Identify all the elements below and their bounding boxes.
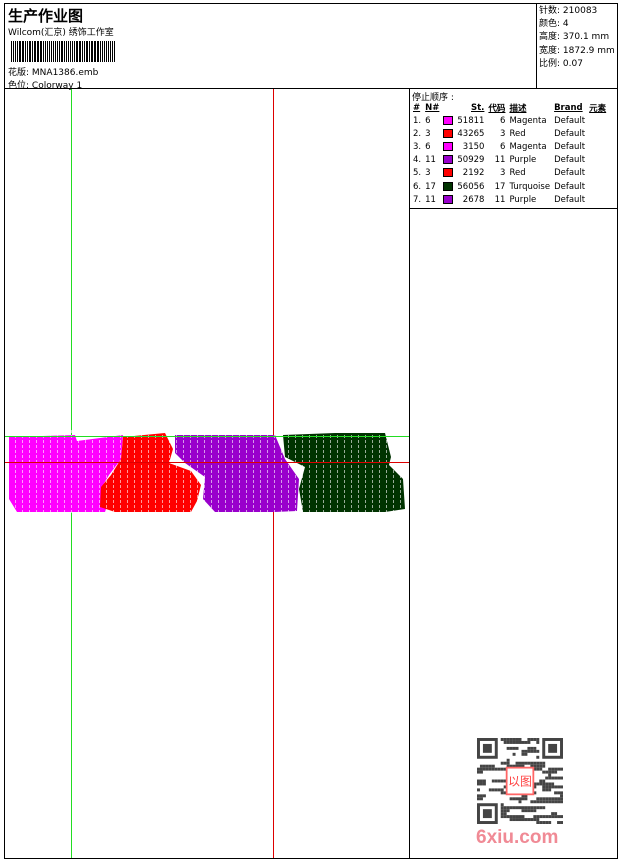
design-file: 花版: MNA1386.emb bbox=[8, 65, 98, 78]
col-description: 描述 bbox=[509, 103, 527, 114]
row-needle: 17 bbox=[425, 181, 436, 192]
company-name: Wilcom(汇京) 绣饰工作室 bbox=[8, 28, 114, 38]
page-title: 生产作业图 bbox=[8, 7, 84, 25]
row-code: 6 bbox=[500, 141, 506, 152]
row-index: 7. bbox=[413, 194, 422, 205]
barcode bbox=[11, 41, 123, 62]
color-swatch bbox=[441, 167, 455, 180]
stop-row: 1. 6 51811 6 Magenta Default bbox=[411, 114, 608, 127]
row-code: 3 bbox=[500, 128, 506, 139]
row-code: 6 bbox=[500, 115, 506, 126]
row-needle: 11 bbox=[425, 194, 436, 205]
stop-row: 3. 6 3150 6 Magenta Default bbox=[411, 140, 608, 153]
row-stitches: 56056 bbox=[457, 181, 485, 192]
info-height: 高度: 370.1 mm bbox=[539, 32, 610, 43]
row-index: 4. bbox=[413, 155, 422, 166]
watermark-logo: 6xiu.com bbox=[476, 827, 559, 848]
row-index: 1. bbox=[413, 115, 422, 126]
row-brand: Default bbox=[554, 168, 586, 179]
row-brand: Default bbox=[554, 155, 586, 166]
stop-row: 5. 3 2192 3 Red Default bbox=[411, 167, 608, 180]
row-needle: 3 bbox=[425, 128, 431, 139]
design-canvas: 停止顺序 : # N# St. 代码 描述 Brand 元素 1. 6 5181… bbox=[4, 88, 618, 859]
row-brand: Default bbox=[554, 115, 586, 126]
row-brand: Default bbox=[554, 128, 586, 139]
color-swatch bbox=[441, 114, 455, 127]
stop-row: 2. 3 43265 3 Red Default bbox=[411, 127, 608, 140]
col-stitches: St. bbox=[471, 102, 485, 113]
row-stitches: 2678 bbox=[462, 194, 485, 205]
info-scale: 比例: 0.07 bbox=[539, 58, 583, 69]
row-description: Purple bbox=[509, 155, 537, 166]
row-code: 11 bbox=[494, 155, 506, 166]
row-description: Turquoise bbox=[509, 181, 551, 192]
color-swatch bbox=[441, 193, 455, 206]
color-swatch bbox=[441, 154, 455, 167]
row-needle: 6 bbox=[425, 115, 431, 126]
row-stitches: 2192 bbox=[462, 168, 485, 179]
col-code: 代码 bbox=[488, 103, 506, 114]
row-description: Magenta bbox=[509, 141, 547, 152]
header-box: 生产作业图 Wilcom(汇京) 绣饰工作室 花版: MNA1386.emb 色… bbox=[4, 3, 618, 91]
colorway: 色位: Colorway 1 bbox=[8, 78, 82, 91]
row-code: 11 bbox=[494, 194, 506, 205]
info-width: 宽度: 1872.9 mm bbox=[539, 45, 615, 56]
row-description: Magenta bbox=[509, 115, 547, 126]
color-swatch bbox=[441, 127, 455, 140]
row-description: Red bbox=[509, 128, 526, 139]
row-needle: 11 bbox=[425, 155, 436, 166]
info-stitches: 针数: 210083 bbox=[539, 6, 598, 16]
row-brand: Default bbox=[554, 181, 586, 192]
col-brand: Brand bbox=[554, 102, 583, 113]
row-description: Purple bbox=[509, 194, 537, 205]
row-needle: 3 bbox=[425, 168, 431, 179]
row-stitches: 51811 bbox=[457, 115, 485, 126]
stop-row: 6. 17 56056 17 Turquoise Default bbox=[411, 180, 608, 193]
row-stitches: 3150 bbox=[462, 141, 485, 152]
row-index: 5. bbox=[413, 168, 422, 179]
stop-row: 7. 11 2678 11 Purple Default bbox=[411, 193, 608, 206]
row-needle: 6 bbox=[425, 141, 431, 152]
row-description: Red bbox=[509, 168, 526, 179]
col-index: # bbox=[413, 102, 421, 113]
embroidery-preview bbox=[5, 429, 409, 514]
row-brand: Default bbox=[554, 141, 586, 152]
color-swatch bbox=[441, 180, 455, 193]
design-info: 针数: 210083 颜色: 4 高度: 370.1 mm 宽度: 1872.9… bbox=[536, 4, 618, 88]
row-code: 17 bbox=[494, 181, 506, 192]
row-index: 6. bbox=[413, 181, 422, 192]
design-label: 花版: bbox=[8, 68, 30, 78]
stop-sequence-table: # N# St. 代码 描述 Brand 元素 1. 6 51811 6 Mag… bbox=[411, 101, 608, 206]
info-colors: 颜色: 4 bbox=[539, 19, 569, 30]
row-index: 2. bbox=[413, 128, 422, 139]
stop-sequence-title: 停止顺序 : bbox=[412, 93, 454, 103]
row-brand: Default bbox=[554, 194, 586, 205]
row-stitches: 50929 bbox=[457, 155, 485, 166]
row-stitches: 43265 bbox=[457, 128, 485, 139]
col-element: 元素 bbox=[589, 103, 607, 114]
right-panel: 停止顺序 : # N# St. 代码 描述 Brand 元素 1. 6 5181… bbox=[409, 89, 618, 858]
design-value: MNA1386.emb bbox=[31, 68, 99, 78]
row-code: 3 bbox=[500, 168, 506, 179]
col-needle: N# bbox=[425, 102, 440, 113]
svg-text:以图: 以图 bbox=[508, 774, 532, 788]
colorway-label: 色位: bbox=[8, 81, 30, 91]
qr-code: 以图 bbox=[477, 738, 563, 824]
row-index: 3. bbox=[413, 141, 422, 152]
stop-row: 4. 11 50929 11 Purple Default bbox=[411, 154, 608, 167]
colorway-value: Colorway 1 bbox=[31, 81, 83, 91]
color-swatch bbox=[441, 140, 455, 153]
stop-sequence: 停止顺序 : # N# St. 代码 描述 Brand 元素 1. 6 5181… bbox=[410, 89, 618, 209]
